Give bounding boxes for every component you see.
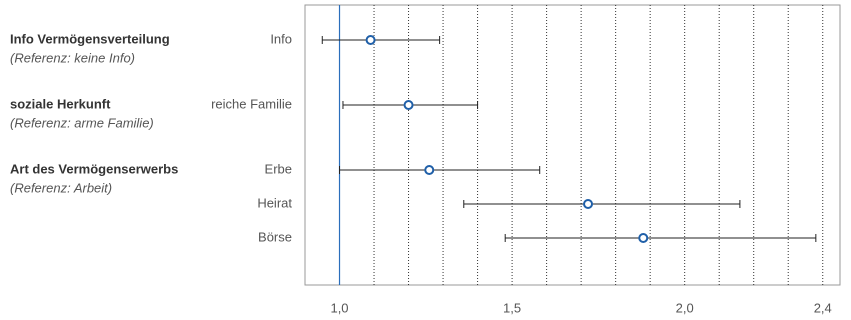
group-reference: (Referenz: keine Info) (10, 50, 135, 65)
point-estimate (365, 35, 376, 45)
group-reference: (Referenz: Arbeit) (10, 180, 112, 195)
plot-frame (304, 4, 841, 286)
group-title: Info Vermögensverteilung (10, 31, 170, 46)
x-tick-label: 1,0 (330, 300, 348, 315)
group-reference: (Referenz: arme Familie) (10, 115, 154, 130)
point-estimate (638, 233, 649, 243)
point-estimate (403, 100, 414, 110)
point-estimate (424, 165, 435, 175)
row-label: reiche Familie (211, 96, 292, 111)
point-estimate (583, 199, 594, 209)
row-label: Börse (258, 229, 292, 244)
row-label: Heirat (257, 195, 292, 210)
x-tick-label: 2,4 (814, 300, 832, 315)
group-title: soziale Herkunft (10, 96, 111, 111)
x-tick-label: 1,5 (503, 300, 521, 315)
row-label: Erbe (265, 161, 292, 176)
group-title: Art des Vermögenserwerbs (10, 161, 178, 176)
row-label: Info (270, 31, 292, 46)
x-tick-label: 2,0 (676, 300, 694, 315)
